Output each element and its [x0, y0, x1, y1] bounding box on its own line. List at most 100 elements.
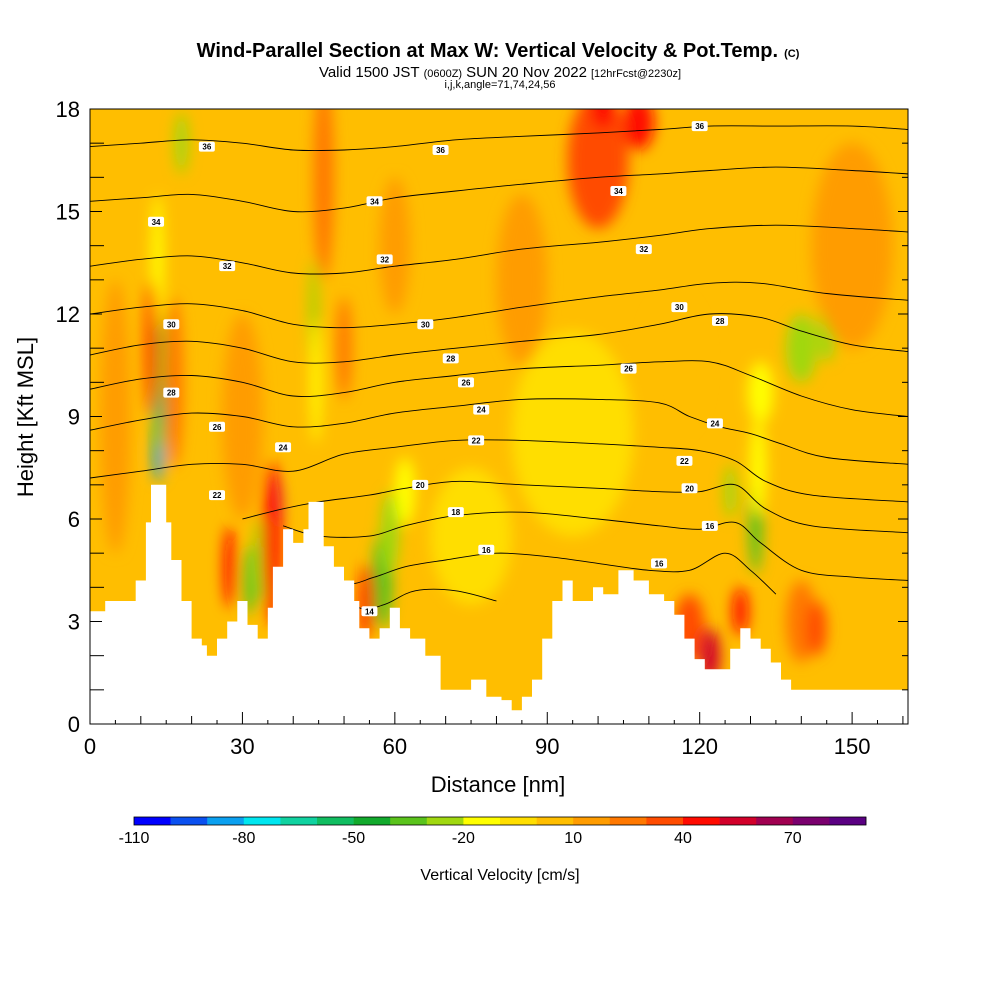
colorbar-swatch — [756, 817, 794, 825]
contour-label-text: 24 — [279, 443, 288, 452]
colorbar-tick-labels: -110 -80 -50 -20 10 40 70 — [119, 830, 802, 847]
contour-label-text: 30 — [421, 320, 430, 329]
contour-label-text: 22 — [213, 491, 222, 500]
colorbar-swatch — [390, 817, 428, 825]
contour-label: 22 — [676, 455, 693, 466]
contour-label-box — [712, 315, 729, 326]
colorbar-swatch — [426, 817, 464, 825]
contour-label-box — [209, 490, 226, 501]
contour-label-box — [376, 254, 393, 265]
velocity-cell — [811, 143, 893, 349]
contour-label-text: 24 — [710, 419, 719, 428]
contour-label: 36 — [691, 121, 708, 132]
velocity-cell — [359, 563, 375, 639]
velocity-cell — [394, 457, 416, 526]
isentrope-22 — [90, 439, 908, 503]
y-tick-label: 9 — [68, 405, 80, 430]
colorbar-tick-label: 70 — [784, 830, 802, 847]
axis-ticks — [89, 108, 908, 725]
isentrope-34 — [90, 166, 908, 213]
colorbar-swatch — [243, 817, 281, 825]
contour-label-text: 36 — [695, 122, 704, 131]
contour-label: 26 — [457, 377, 474, 388]
contour-label-box — [651, 558, 668, 569]
x-tick-label: 60 — [383, 734, 407, 759]
y-tick-label: 0 — [68, 712, 80, 737]
velocity-cell — [747, 361, 774, 424]
chart-title: Wind-Parallel Section at Max W: Vertical… — [197, 40, 800, 62]
velocity-cell — [379, 177, 411, 314]
y-tick-label: 15 — [56, 200, 80, 225]
velocity-cell — [223, 525, 236, 608]
contour-label-box — [432, 145, 449, 155]
contour-label: 20 — [681, 483, 698, 494]
velocity-cell — [100, 279, 131, 554]
colorbar — [133, 816, 867, 826]
colorbar-tick-label: 40 — [674, 830, 692, 847]
colorbar-swatch — [536, 817, 574, 825]
colorbar-swatch — [609, 817, 647, 825]
contour-label-box — [478, 544, 495, 555]
colorbar-swatch — [170, 817, 208, 825]
contour-label-box — [635, 244, 652, 255]
y-axis-label: Height [Kft MSL] — [13, 337, 38, 497]
contour-label-text: 32 — [380, 255, 389, 264]
contour-label-text: 30 — [167, 320, 176, 329]
contour-label: 18 — [447, 507, 464, 517]
velocity-cell — [724, 464, 737, 519]
contour-label: 22 — [468, 435, 485, 446]
contour-label: 24 — [275, 442, 292, 453]
contour-label-text: 34 — [152, 218, 161, 227]
contour-label-text: 34 — [370, 197, 379, 206]
terrain-mask — [90, 484, 908, 724]
x-axis-label: Distance [nm] — [431, 772, 566, 797]
contour-label: 16 — [478, 544, 495, 555]
colorbar-swatch — [792, 817, 830, 825]
contour-label-box — [275, 442, 292, 453]
colorbar-tick-label: 10 — [564, 830, 582, 847]
contour-label-box — [706, 418, 723, 429]
contour-label-text: 28 — [446, 354, 455, 363]
velocity-cell — [567, 109, 629, 229]
velocity-cell — [380, 491, 399, 574]
isentrope-16 — [303, 552, 777, 595]
contour-label-text: 36 — [436, 146, 445, 155]
velocity-cell — [623, 109, 654, 150]
velocity-cell — [806, 601, 827, 656]
colorbar-frame — [133, 816, 867, 826]
contour-label-text: 24 — [477, 406, 486, 415]
contour-label-text: 22 — [680, 457, 689, 466]
x-tick-label: 90 — [535, 734, 559, 759]
contour-label: 16 — [651, 558, 668, 569]
x-tick-label: 0 — [84, 734, 96, 759]
isentrope-24 — [90, 398, 908, 465]
colorbar-swatch — [829, 817, 867, 825]
colorbar-swatch — [463, 817, 501, 825]
velocity-cell — [336, 296, 352, 400]
contour-label-box — [361, 606, 378, 617]
colorbar-swatch — [646, 817, 684, 825]
contour-label: 34 — [610, 186, 627, 196]
plot-area: 36 36 36 34 34 34 32 32 32 30 30 30 28 28 28 26 26 26 24 24… — [90, 109, 908, 724]
y-tick-label: 3 — [68, 610, 80, 635]
velocity-cell — [313, 109, 334, 280]
plot-background — [90, 109, 908, 724]
contour-labels: 36 36 36 34 34 34 32 32 32 30 30 30 28 28 28 26 26 26 24 24… — [148, 121, 729, 617]
contour-label: 14 — [361, 606, 378, 617]
velocity-cell — [496, 194, 548, 366]
contour-label: 28 — [442, 353, 459, 364]
chart-subtitle: Valid 1500 JST (0600Z) SUN 20 Nov 2022 [12h… — [319, 64, 681, 81]
contour-label: 24 — [706, 418, 723, 429]
contour-label: 34 — [366, 196, 383, 207]
contour-label-box — [163, 387, 180, 398]
contour-label-text: 22 — [472, 436, 481, 445]
velocity-cell — [643, 296, 705, 434]
contour-label-box — [219, 261, 236, 272]
colorbar-swatch — [500, 817, 537, 825]
contour-label: 24 — [473, 404, 490, 415]
contour-label-text: 32 — [223, 262, 232, 271]
colorbar-swatch — [280, 817, 318, 825]
contour-label-box — [412, 479, 429, 490]
contour-label-box — [148, 216, 165, 227]
